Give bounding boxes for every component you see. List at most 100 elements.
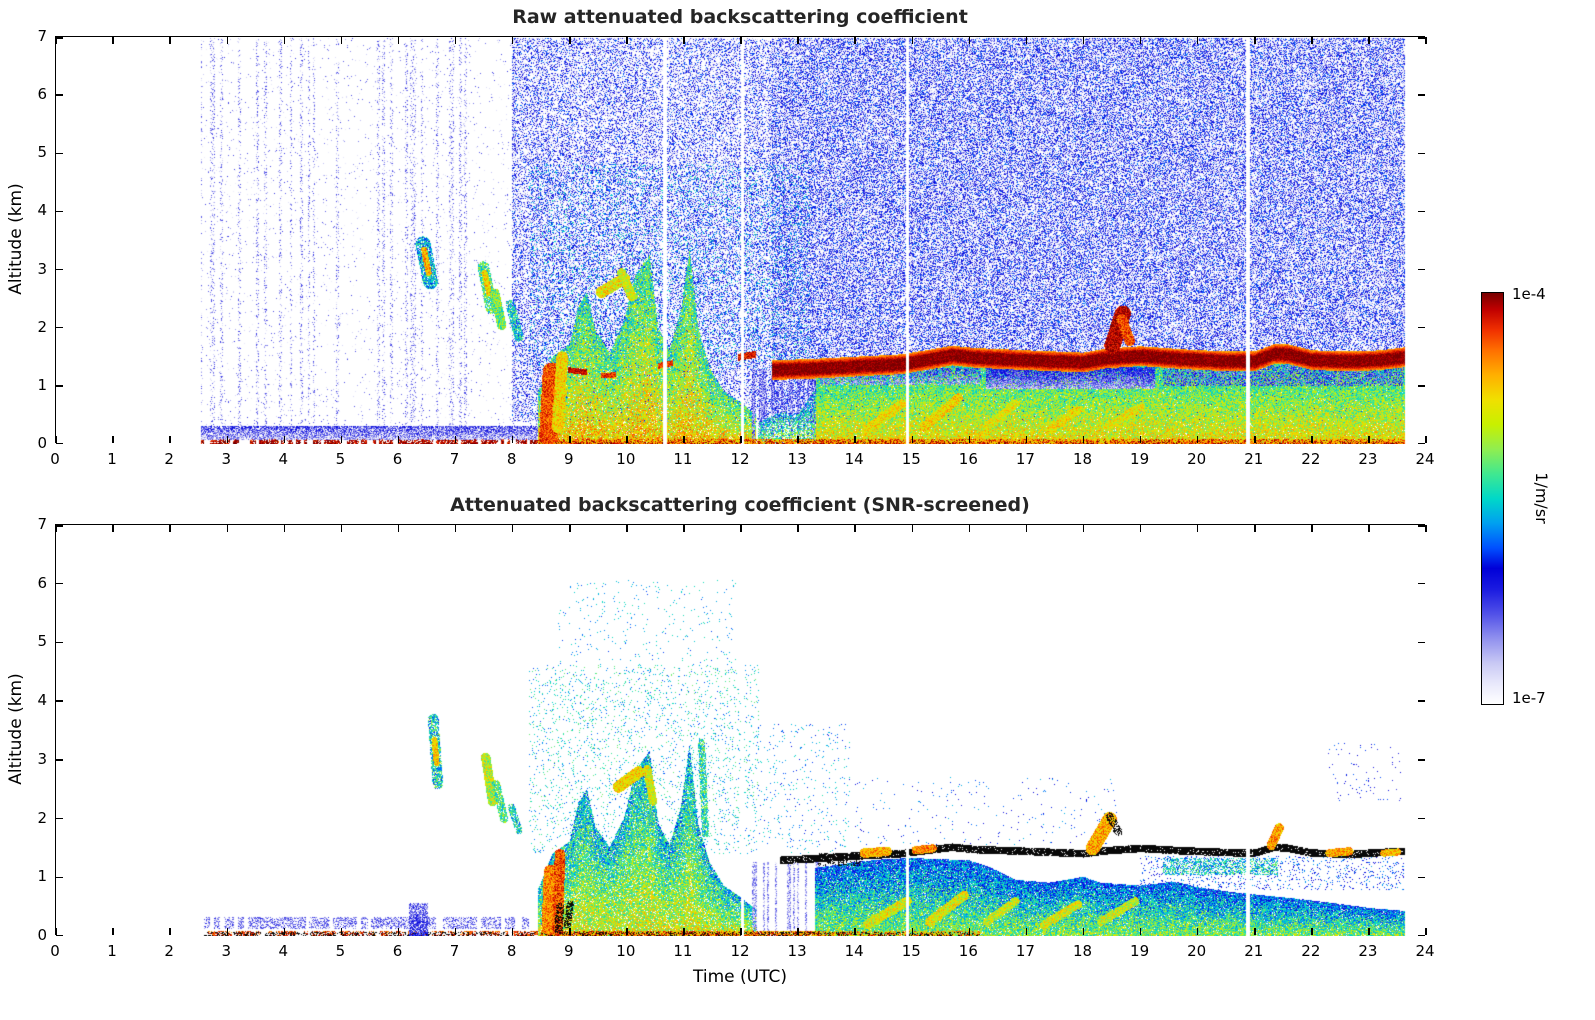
x-tick-label: 0 xyxy=(50,450,60,468)
y-tick-mark xyxy=(56,210,63,213)
x-tick-mark xyxy=(569,928,571,935)
x-tick-mark xyxy=(1254,436,1256,443)
panel0-title: Raw attenuated backscattering coefficien… xyxy=(512,6,968,28)
x-tick-mark xyxy=(340,525,343,532)
x-tick-mark xyxy=(511,525,514,532)
x-tick-mark xyxy=(911,928,913,935)
y-tick-label: 6 xyxy=(37,85,47,104)
x-tick-mark xyxy=(169,525,171,532)
x-tick-mark xyxy=(283,928,286,935)
x-tick-mark xyxy=(1025,37,1028,44)
x-tick-mark xyxy=(1311,37,1313,44)
panel0-y-axis-label: Altitude (km) xyxy=(6,183,26,295)
x-tick-mark xyxy=(626,928,628,935)
y-tick-mark xyxy=(1418,582,1425,585)
y-tick-mark xyxy=(1418,876,1425,879)
x-tick-mark xyxy=(1368,37,1370,44)
y-tick-mark xyxy=(56,442,63,444)
x-tick-mark xyxy=(283,525,286,532)
x-tick-label: 16 xyxy=(958,942,978,960)
x-tick-mark xyxy=(340,37,343,44)
y-tick-mark xyxy=(1418,442,1425,444)
x-tick-mark xyxy=(226,525,228,532)
x-tick-label: 2 xyxy=(164,942,174,960)
x-tick-mark xyxy=(169,928,171,935)
y-tick-mark xyxy=(1418,759,1425,761)
x-tick-mark xyxy=(1025,436,1028,443)
x-tick-label: 19 xyxy=(1130,942,1150,960)
x-tick-mark xyxy=(683,37,685,44)
x-tick-mark xyxy=(1139,525,1142,532)
x-tick-mark xyxy=(1025,525,1028,532)
x-tick-mark xyxy=(340,436,343,443)
x-tick-label: 11 xyxy=(673,942,693,960)
x-tick-mark xyxy=(112,436,114,443)
x-tick-label: 5 xyxy=(335,942,346,960)
x-tick-mark xyxy=(911,436,913,443)
y-tick-label: 1 xyxy=(37,375,47,394)
x-tick-label: 20 xyxy=(1187,942,1207,960)
x-tick-mark xyxy=(626,436,628,443)
y-tick-mark xyxy=(56,525,63,527)
x-tick-mark xyxy=(1196,525,1199,532)
y-tick-mark xyxy=(1418,641,1425,644)
x-tick-mark xyxy=(797,37,799,44)
x-tick-mark xyxy=(283,37,286,44)
y-tick-mark xyxy=(56,37,63,39)
x-tick-label: 21 xyxy=(1244,942,1264,960)
x-tick-label: 4 xyxy=(278,942,289,960)
x-tick-mark xyxy=(511,928,514,935)
x-axis-label: Time (UTC) xyxy=(693,967,787,987)
x-tick-label: 6 xyxy=(392,450,403,468)
x-tick-label: 4 xyxy=(278,450,289,468)
x-tick-mark xyxy=(740,436,742,443)
x-tick-label: 14 xyxy=(844,942,864,960)
x-tick-label: 17 xyxy=(1015,450,1035,468)
panel1-plot-area xyxy=(55,524,1427,936)
x-tick-mark xyxy=(226,37,228,44)
x-tick-mark xyxy=(1425,928,1427,935)
x-tick-mark xyxy=(626,37,628,44)
x-tick-mark xyxy=(397,436,400,443)
panel1-title: Attenuated backscattering coefficient (S… xyxy=(450,494,1030,516)
colorbar xyxy=(1481,292,1504,705)
y-tick-label: 4 xyxy=(37,201,47,220)
y-tick-mark xyxy=(1418,525,1425,527)
x-tick-label: 10 xyxy=(616,450,636,468)
x-tick-label: 13 xyxy=(787,942,807,960)
x-tick-label: 7 xyxy=(449,450,460,468)
y-tick-label: 7 xyxy=(37,27,47,45)
panel1-y-axis-label: Altitude (km) xyxy=(6,673,26,785)
x-tick-label: 0 xyxy=(50,942,60,960)
x-tick-label: 5 xyxy=(335,450,346,468)
x-tick-mark xyxy=(454,928,457,935)
x-tick-mark xyxy=(1082,928,1085,935)
x-tick-mark xyxy=(1254,928,1256,935)
x-tick-mark xyxy=(55,525,57,532)
y-tick-mark xyxy=(56,326,63,329)
x-tick-label: 9 xyxy=(563,450,574,468)
colorbar-units-label: 1/m/sr xyxy=(1532,472,1551,524)
y-tick-label: 2 xyxy=(37,317,47,336)
y-tick-label: 4 xyxy=(37,691,47,710)
y-tick-label: 6 xyxy=(37,573,47,592)
y-tick-mark xyxy=(1418,94,1425,96)
x-tick-mark xyxy=(397,37,400,44)
x-tick-label: 6 xyxy=(392,942,403,960)
x-tick-mark xyxy=(911,37,913,44)
y-tick-label: 0 xyxy=(37,926,47,944)
x-tick-label: 3 xyxy=(221,450,232,468)
x-tick-mark xyxy=(1139,436,1142,443)
x-tick-label: 16 xyxy=(958,450,978,468)
x-tick-mark xyxy=(797,436,799,443)
x-tick-mark xyxy=(1254,37,1256,44)
x-tick-mark xyxy=(1196,928,1199,935)
y-tick-mark xyxy=(56,582,63,585)
panel1-heatmap-canvas xyxy=(56,525,1426,936)
x-tick-mark xyxy=(968,436,971,443)
x-tick-mark xyxy=(226,928,228,935)
y-tick-mark xyxy=(56,934,63,936)
x-tick-label: 10 xyxy=(616,942,636,960)
x-tick-label: 21 xyxy=(1244,450,1264,468)
